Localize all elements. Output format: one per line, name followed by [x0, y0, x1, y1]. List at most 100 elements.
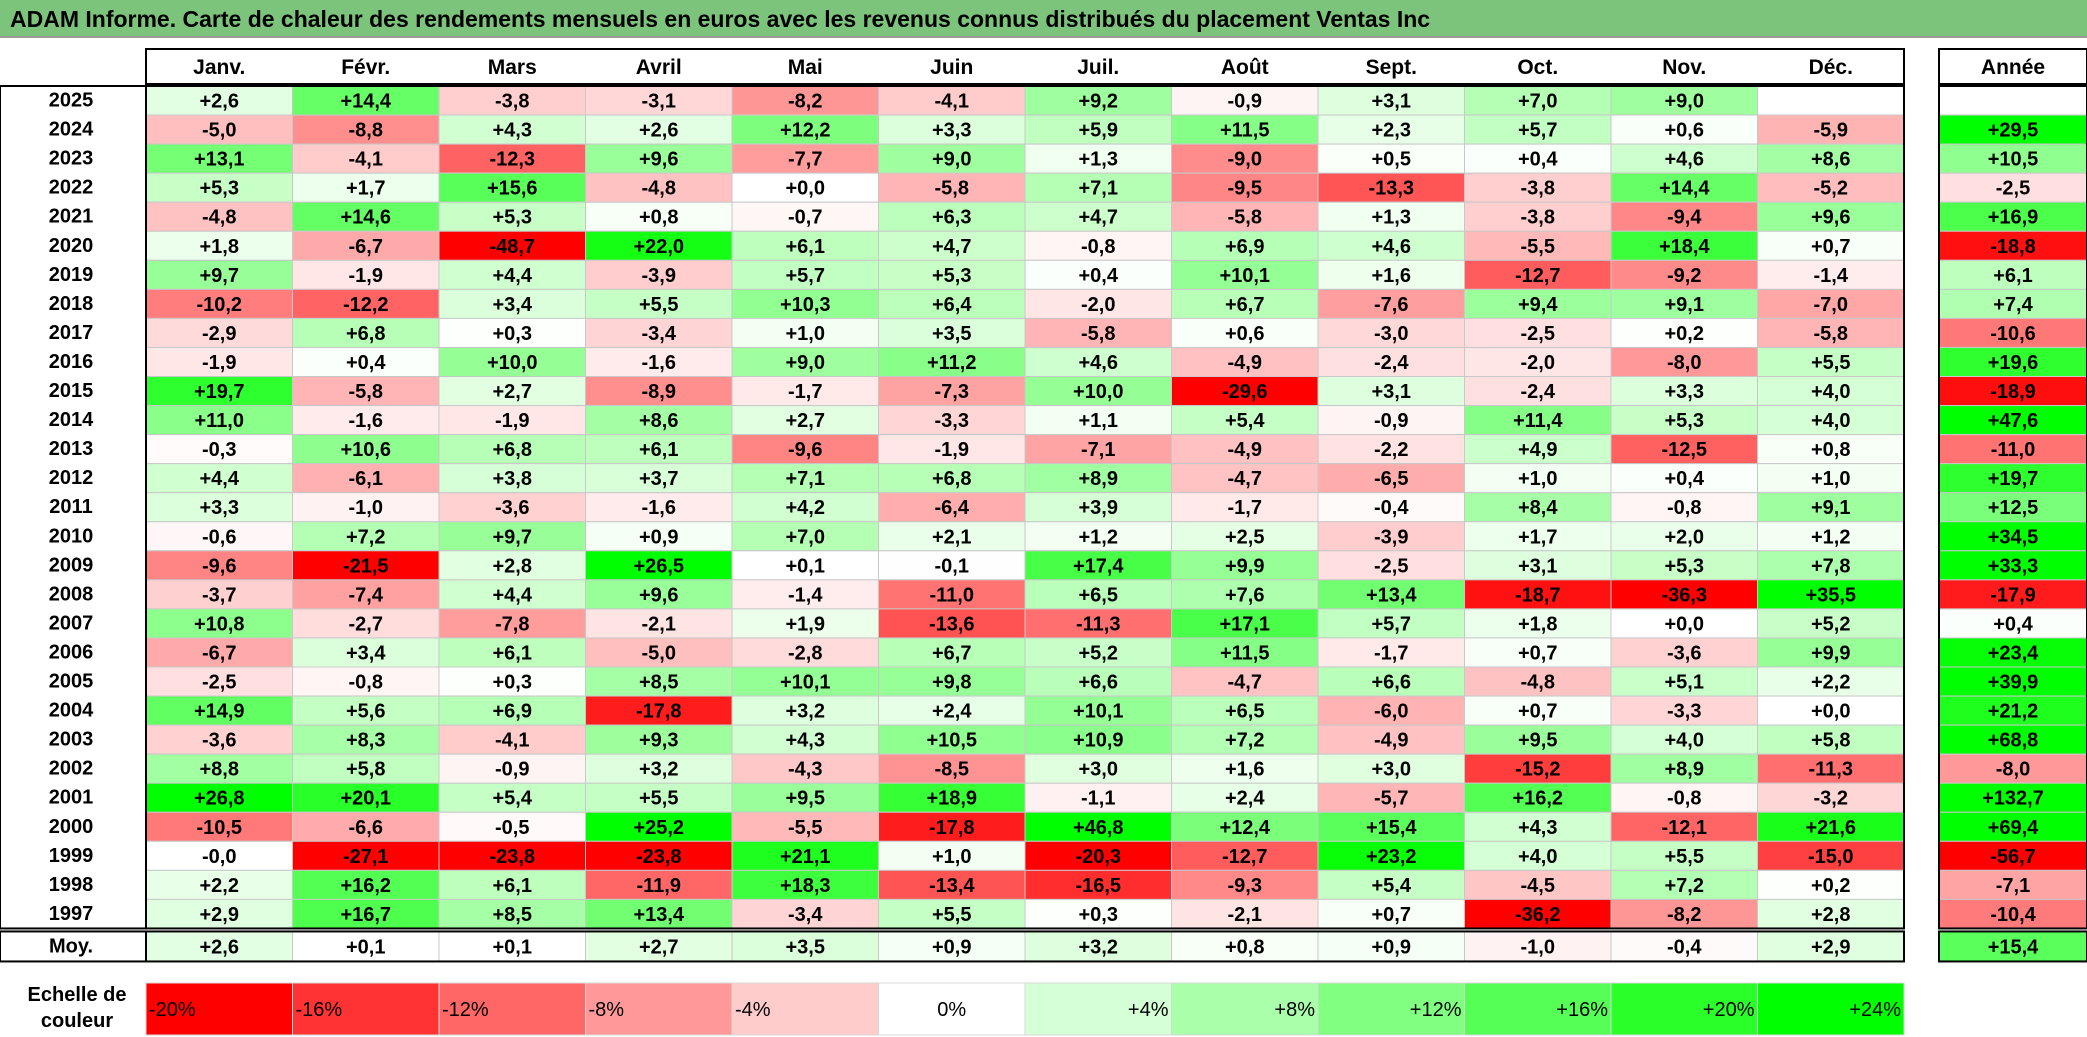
cell-value: -3,8 [1521, 178, 1555, 200]
row-year: 2015 [49, 380, 94, 402]
row-year: 2012 [49, 467, 94, 489]
cell-value: +22,0 [633, 236, 684, 258]
cell-value: +7,0 [1518, 91, 1557, 113]
scale-swatch [145, 982, 293, 1036]
cell-value: +9,7 [493, 526, 532, 548]
cell-value: +0,3 [493, 672, 532, 694]
year-header-box [1938, 48, 2087, 85]
month-header: Août [1221, 56, 1269, 79]
annual-cell [1938, 898, 2087, 929]
cell-value: +3,3 [200, 497, 239, 519]
heat-cell [145, 898, 293, 929]
heat-cell [1024, 85, 1172, 116]
cell-value: -11,0 [930, 584, 974, 606]
cell-value: -0,3 [202, 439, 236, 461]
cell-value: -4,8 [202, 207, 236, 229]
annual-value: +68,8 [1988, 730, 2039, 752]
average-label: Moy. [49, 935, 93, 957]
heat-cell [1317, 695, 1465, 726]
scale-step-label: -16% [296, 999, 343, 1021]
cell-value: -23,8 [489, 846, 535, 868]
heat-cell [731, 492, 879, 523]
heat-cell [1464, 753, 1612, 784]
row-year: 2014 [49, 409, 94, 431]
heat-cell [1171, 782, 1319, 813]
heat-cell [1610, 463, 1758, 494]
cell-value: -0,8 [1667, 788, 1701, 810]
cell-value: +9,6 [1811, 207, 1850, 229]
cell-value: +4,4 [493, 265, 533, 287]
heat-cell [878, 463, 1026, 494]
cell-value: -18,7 [1515, 584, 1561, 606]
cell-value: -1,9 [349, 265, 383, 287]
cell-value: -0,9 [1374, 410, 1408, 432]
heat-cell [1317, 172, 1465, 203]
cell-value: +21,1 [780, 846, 831, 868]
annual-cell [1938, 317, 2087, 348]
heat-cell [1610, 753, 1758, 784]
title-bar: ADAM Informe. Carte de chaleur des rende… [0, 0, 2087, 38]
heat-cell [145, 492, 293, 523]
average-value: -1,0 [1521, 936, 1555, 958]
cell-value: +18,4 [1659, 236, 1710, 258]
row-year: 1997 [49, 903, 94, 925]
cell-value: +8,8 [200, 759, 239, 781]
cell-value: +9,9 [1225, 555, 1264, 577]
cell-value: +5,3 [1665, 555, 1704, 577]
heat-cell [1317, 85, 1465, 116]
heat-cell [292, 579, 440, 610]
annual-value: -8,0 [1996, 759, 2030, 781]
cell-value: -3,2 [1814, 788, 1848, 810]
cell-value: +0,7 [1811, 236, 1850, 258]
cell-value: -3,6 [495, 497, 529, 519]
heat-cell [731, 550, 879, 581]
cell-value: -9,0 [1228, 149, 1262, 171]
cell-value: +0,3 [493, 323, 532, 345]
heat-cell [1024, 579, 1172, 610]
cell-value: +14,4 [340, 91, 391, 113]
heat-cell [1024, 782, 1172, 813]
cell-value: +0,0 [1811, 701, 1850, 723]
heat-cell [438, 666, 586, 697]
cell-value: +9,8 [932, 672, 971, 694]
cell-value: +8,5 [639, 672, 678, 694]
heat-cell [1610, 317, 1758, 348]
average-value: +2,9 [1811, 936, 1850, 958]
cell-value: -3,8 [495, 91, 529, 113]
cell-value: -4,1 [349, 149, 383, 171]
cell-value: +3,7 [639, 468, 678, 490]
cell-value: +23,2 [1366, 846, 1417, 868]
cell-value: +0,4 [1665, 468, 1705, 490]
heat-cell [1171, 317, 1319, 348]
heat-cell [1757, 898, 1905, 929]
cell-value: +19,7 [194, 381, 245, 403]
month-header: Avril [636, 56, 682, 79]
heat-cell [731, 666, 879, 697]
heat-cell [585, 608, 733, 639]
cell-value: +4,0 [1811, 381, 1850, 403]
cell-value: +1,6 [1225, 759, 1264, 781]
heat-cell [1024, 259, 1172, 290]
heat-cell [1757, 317, 1905, 348]
heat-cell [878, 317, 1026, 348]
annual-value: +34,5 [1988, 526, 2039, 548]
cell-value: +7,2 [346, 526, 385, 548]
cell-value: -0,8 [349, 672, 383, 694]
cell-value: -5,5 [788, 817, 822, 839]
heat-cell [145, 114, 293, 145]
annual-cell [1938, 753, 2087, 784]
cell-value: +5,6 [346, 701, 385, 723]
heat-cell [1024, 492, 1172, 523]
scale-step-label: +16% [1556, 999, 1608, 1021]
average-cell [292, 930, 440, 962]
heat-cell [1757, 666, 1905, 697]
row-year: 2003 [49, 729, 94, 751]
month-header: Févr. [341, 56, 390, 79]
cell-value: -7,4 [349, 584, 384, 606]
heat-cell [731, 434, 879, 465]
row-year: 2009 [49, 554, 94, 576]
heat-cell [1317, 666, 1465, 697]
cell-value: -3,6 [202, 730, 236, 752]
annual-cell [1938, 288, 2087, 319]
row-year: 2010 [49, 525, 94, 547]
